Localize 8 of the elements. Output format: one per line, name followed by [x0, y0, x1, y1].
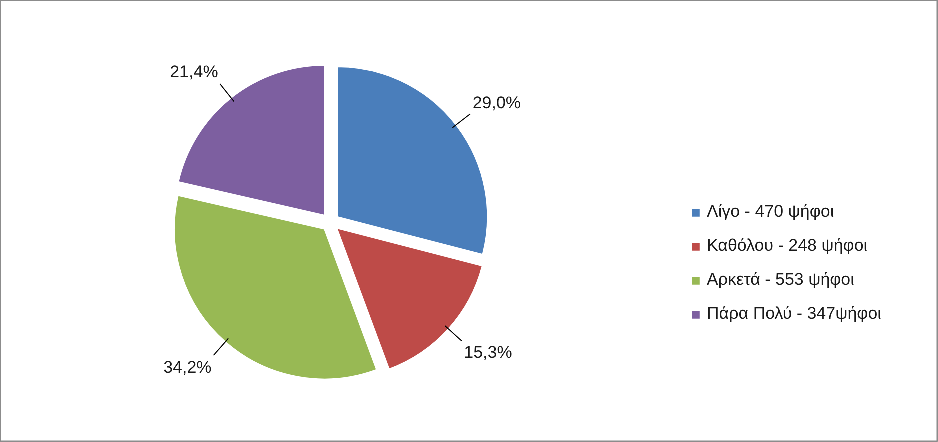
legend-label: Πάρα Πολύ - 347ψήφοι [707, 304, 882, 324]
legend-label: Λίγο - 470 ψήφοι [707, 202, 834, 222]
legend-label: Καθόλου - 248 ψήφοι [707, 236, 868, 256]
data-label: 15,3% [464, 343, 512, 362]
data-label: 29,0% [472, 93, 522, 112]
legend-label: Αρκετά - 553 ψήφοι [707, 270, 854, 290]
data-label: 21,4% [170, 62, 218, 82]
data-label: 34,2% [164, 358, 212, 377]
